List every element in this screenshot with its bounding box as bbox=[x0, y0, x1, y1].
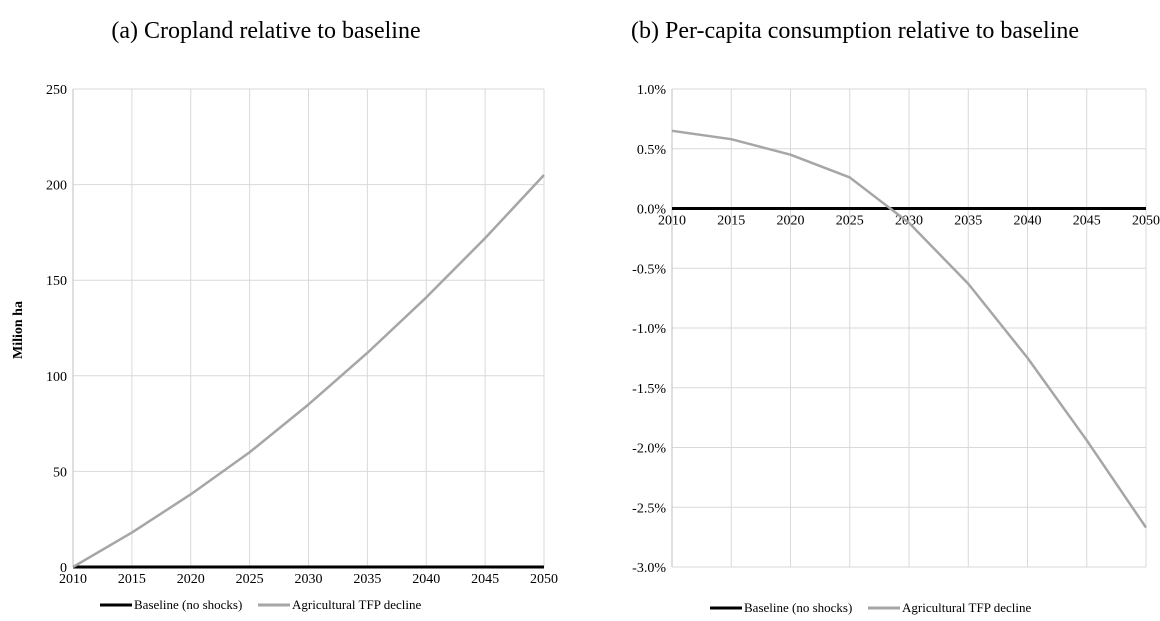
panel-b-x-tick-label: 2050 bbox=[1132, 214, 1160, 229]
panel-a-cropland: (a) Cropland relative to baseline Milion… bbox=[11, 18, 558, 612]
panel-b-series-line-tfp-decline bbox=[671, 129, 1148, 529]
panel-a-y-tick-label: 250 bbox=[46, 83, 67, 98]
panel-a-series-line-tfp-decline bbox=[72, 174, 545, 569]
panel-a-x-tick-label: 2050 bbox=[530, 572, 558, 587]
panel-b-legend-label: Agricultural TFP decline bbox=[902, 600, 1031, 615]
panel-a-x-tick-label: 2045 bbox=[471, 572, 499, 587]
panel-a-x-tick-label: 2010 bbox=[59, 572, 87, 587]
panel-a-x-tick-label: 2040 bbox=[412, 572, 440, 587]
panel-b-y-tick-label: 0.5% bbox=[637, 143, 667, 158]
panel-b-y-tick-label: -3.0% bbox=[632, 561, 666, 576]
panel-b-y-tick-label: -2.0% bbox=[632, 442, 666, 457]
panel-a-legend-label: Baseline (no shocks) bbox=[134, 597, 242, 612]
panel-b-legend-label: Baseline (no shocks) bbox=[744, 600, 852, 615]
panel-b-x-tick-label: 2035 bbox=[954, 214, 982, 229]
panel-a-y-axis-label: Milion ha bbox=[11, 301, 26, 359]
panel-b-x-tick-label: 2010 bbox=[658, 214, 686, 229]
panel-b-x-tick-label: 2015 bbox=[717, 214, 745, 229]
panel-b-x-tick-label: 2045 bbox=[1073, 214, 1101, 229]
panel-a-y-tick-label: 0 bbox=[60, 561, 67, 576]
panel-a-x-tick-label: 2015 bbox=[118, 572, 146, 587]
panel-a-x-tick-label: 2020 bbox=[177, 572, 205, 587]
panel-a-x-tick-label: 2030 bbox=[295, 572, 323, 587]
panel-a-y-tick-label: 100 bbox=[46, 370, 67, 385]
panel-b-y-tick-label: -0.5% bbox=[632, 262, 666, 277]
panel-a-title: (a) Cropland relative to baseline bbox=[111, 18, 420, 44]
panel-a-x-tick-label: 2035 bbox=[353, 572, 381, 587]
panel-b-y-tick-label: 1.0% bbox=[637, 83, 667, 98]
panel-b-y-tick-label: -1.5% bbox=[632, 382, 666, 397]
panel-b-consumption: (b) Per-capita consumption relative to b… bbox=[631, 18, 1160, 615]
panel-a-y-tick-label: 150 bbox=[46, 274, 67, 289]
panel-a-y-tick-label: 50 bbox=[53, 465, 67, 480]
panel-b-y-tick-label: -1.0% bbox=[632, 322, 666, 337]
panel-b-x-tick-label: 2025 bbox=[836, 214, 864, 229]
panel-a-legend-label: Agricultural TFP decline bbox=[292, 597, 421, 612]
panel-b-y-tick-label: -2.5% bbox=[632, 501, 666, 516]
panel-b-y-tick-label: 0.0% bbox=[637, 203, 667, 218]
panel-b-title: (b) Per-capita consumption relative to b… bbox=[631, 18, 1079, 44]
panel-a-x-tick-label: 2025 bbox=[236, 572, 264, 587]
panel-b-x-tick-label: 2040 bbox=[1014, 214, 1042, 229]
panel-a-y-tick-label: 200 bbox=[46, 179, 67, 194]
panel-b-x-tick-label: 2020 bbox=[777, 214, 805, 229]
